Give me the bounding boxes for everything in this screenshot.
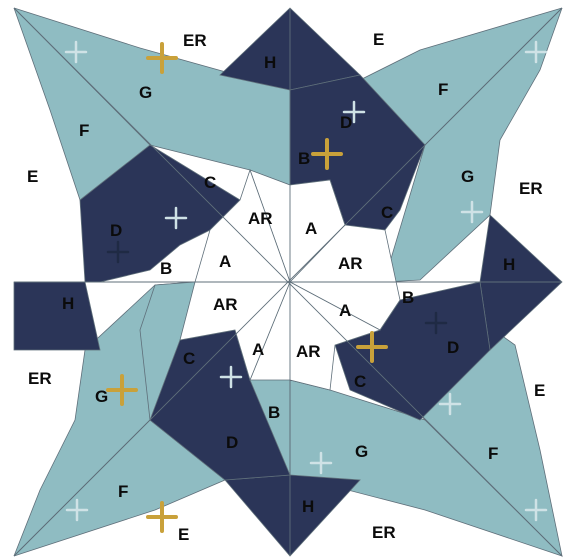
label-d: D: [340, 113, 352, 132]
cross-icon: [524, 498, 548, 522]
piece-h-left: [13, 281, 101, 351]
cross-icon: [309, 451, 333, 475]
cross-icon: [438, 392, 462, 416]
label-e: E: [534, 381, 545, 400]
cross-icon: [64, 40, 88, 64]
label-er: ER: [183, 31, 207, 50]
label-f: F: [118, 482, 128, 501]
label-g: G: [355, 442, 368, 461]
label-f: F: [79, 121, 89, 140]
label-g: G: [95, 387, 108, 406]
cross-icon: [146, 42, 178, 74]
label-er: ER: [519, 179, 543, 198]
label-h: H: [503, 255, 515, 274]
label-ar: AR: [213, 295, 238, 314]
label-ar: AR: [248, 209, 273, 228]
cross-icon: [65, 498, 89, 522]
label-e: E: [27, 167, 38, 186]
label-ar: AR: [296, 342, 321, 361]
label-b: B: [268, 403, 280, 422]
center-star: [179, 168, 401, 391]
cross-icon: [311, 138, 343, 170]
cross-icon: [424, 311, 448, 335]
seam-lines: [13, 7, 563, 557]
label-e: E: [373, 30, 384, 49]
label-c: C: [183, 349, 195, 368]
cross-icon: [106, 374, 138, 406]
piece-labels: ER E H G F D F B C E G ER C AR A D A AR …: [27, 30, 545, 544]
label-d: D: [226, 433, 238, 452]
label-d: D: [110, 221, 122, 240]
label-h: H: [62, 294, 74, 313]
fabric-crosses: [64, 40, 548, 533]
label-c: C: [381, 203, 393, 222]
cross-icon: [219, 365, 243, 389]
cross-icon: [342, 100, 366, 124]
label-h: H: [264, 53, 276, 72]
cross-icon: [164, 206, 188, 230]
label-c: C: [354, 372, 366, 391]
label-er: ER: [28, 369, 52, 388]
label-a: A: [305, 219, 317, 238]
cross-icon: [106, 240, 130, 264]
label-er: ER: [372, 523, 396, 542]
label-h: H: [302, 497, 314, 516]
label-a: A: [252, 340, 264, 359]
label-g: G: [139, 83, 152, 102]
label-a: A: [219, 252, 231, 271]
label-b: B: [160, 259, 172, 278]
label-f: F: [488, 444, 498, 463]
label-b: B: [298, 149, 310, 168]
label-f: F: [438, 80, 448, 99]
label-d: D: [447, 338, 459, 357]
cross-icon: [356, 331, 388, 363]
label-b: B: [402, 288, 414, 307]
piece-f-top-right: [383, 7, 563, 283]
label-c: C: [204, 173, 216, 192]
label-a: A: [339, 301, 351, 320]
label-ar: AR: [338, 254, 363, 273]
label-e: E: [178, 525, 189, 544]
label-g: G: [461, 167, 474, 186]
cross-icon: [146, 501, 178, 533]
cross-icon: [524, 40, 548, 64]
cross-icon: [460, 200, 484, 224]
